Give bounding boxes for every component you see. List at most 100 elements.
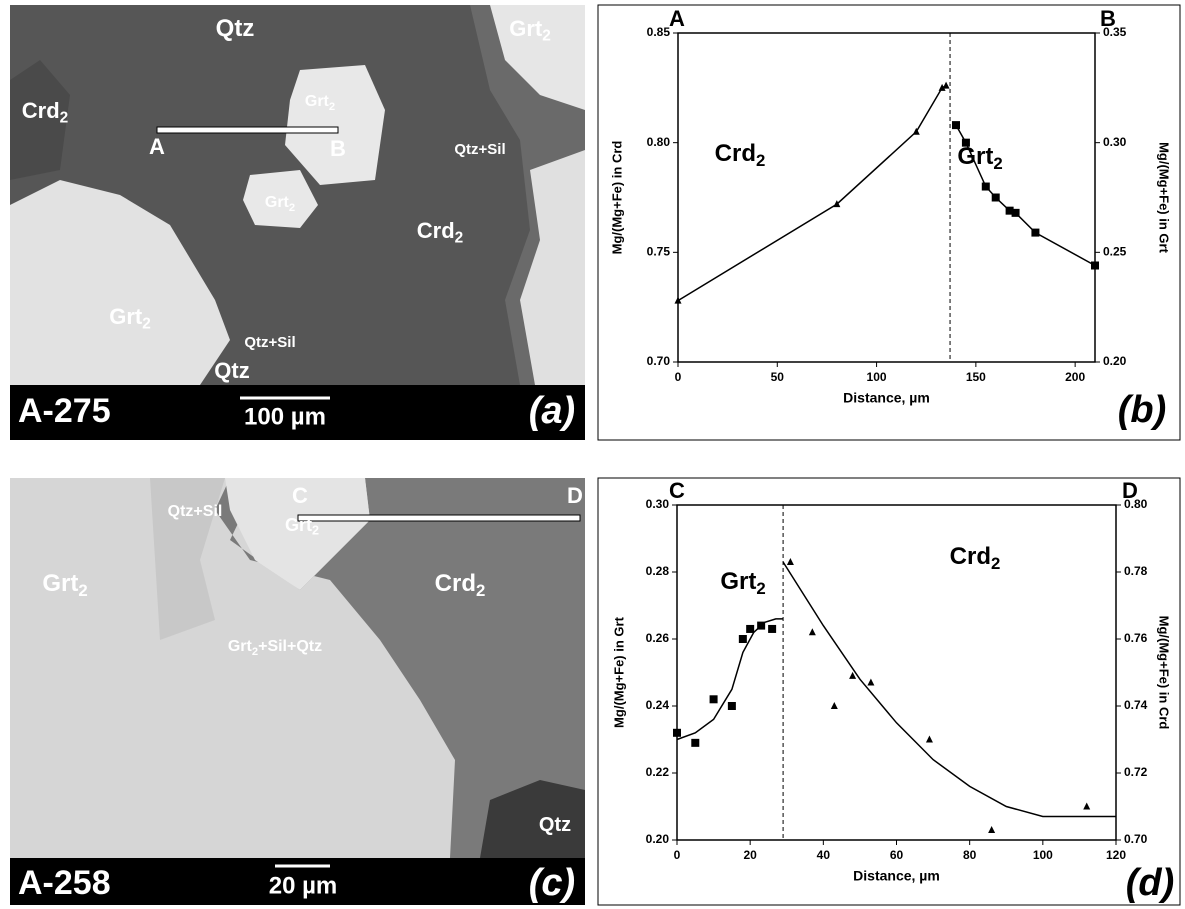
annotation-text: Crd bbox=[715, 140, 756, 167]
square-marker bbox=[691, 739, 699, 747]
annotation-text: Crd bbox=[950, 543, 991, 570]
annotation-subscript: 2 bbox=[756, 152, 765, 171]
y2-tick-label: 0.25 bbox=[1103, 245, 1127, 259]
annotation: Crd2 bbox=[715, 140, 766, 170]
annotation-subscript: 2 bbox=[289, 202, 295, 214]
x-tick-label: 20 bbox=[743, 848, 757, 862]
annotation-subscript: 2 bbox=[78, 582, 87, 601]
square-marker bbox=[710, 695, 718, 703]
annotation-text: Qtz bbox=[216, 15, 255, 42]
annotation-subscript: 2 bbox=[455, 230, 464, 247]
y-tick-label: 0.85 bbox=[647, 25, 671, 39]
y-tick-label: 0.26 bbox=[646, 631, 670, 645]
y2-tick-label: 0.74 bbox=[1124, 698, 1148, 712]
annotation-subscript: 2 bbox=[329, 101, 335, 113]
triangle-marker bbox=[867, 679, 874, 686]
annotation-subscript: 2 bbox=[542, 28, 551, 45]
triangle-marker bbox=[809, 628, 816, 635]
plot-frame bbox=[678, 33, 1095, 362]
annotation: Qtz bbox=[216, 15, 255, 42]
annotation-subscript: 2 bbox=[60, 110, 69, 127]
annotation-subscript: 2 bbox=[312, 524, 319, 538]
square-marker bbox=[992, 194, 1000, 202]
triangle-marker bbox=[1083, 803, 1090, 810]
annotation-text: Crd bbox=[435, 570, 476, 597]
annotation-text: Grt bbox=[509, 16, 543, 41]
annotation-subscript: 2 bbox=[476, 582, 485, 601]
x-axis-title: Distance, µm bbox=[853, 868, 940, 884]
panel-frame bbox=[598, 5, 1180, 440]
x-axis-title: Distance, µm bbox=[843, 390, 930, 406]
y-tick-label: 0.28 bbox=[646, 564, 670, 578]
x-tick-label: 50 bbox=[771, 370, 785, 384]
profile-end-label: C bbox=[669, 478, 685, 503]
scale-bar-label: 20 µm bbox=[269, 872, 338, 899]
y2-tick-label: 0.30 bbox=[1103, 135, 1127, 149]
annotation: Qtz+Sil bbox=[168, 503, 223, 520]
annotation: Crd2 bbox=[950, 543, 1001, 573]
annotation-text: +Sil+Qtz bbox=[258, 638, 322, 655]
figure: QtzGrt2Crd2Grt2Qtz+SilGrt2Crd2Grt2Qtz+Si… bbox=[0, 0, 1185, 909]
x-tick-label: 60 bbox=[890, 848, 904, 862]
profile-end-label: D bbox=[567, 483, 583, 508]
x-tick-label: 0 bbox=[674, 848, 681, 862]
triangle-marker bbox=[675, 297, 682, 304]
profile-line bbox=[157, 127, 338, 133]
profile-line bbox=[298, 515, 580, 521]
x-tick-label: 40 bbox=[817, 848, 831, 862]
sample-id: A-275 bbox=[18, 392, 111, 430]
y2-tick-label: 0.70 bbox=[1124, 832, 1148, 846]
x-tick-label: 100 bbox=[1033, 848, 1053, 862]
annotation: Grt2+Sil+Qtz bbox=[228, 638, 322, 658]
sample-id: A-258 bbox=[18, 864, 111, 902]
y2-tick-label: 0.72 bbox=[1124, 765, 1148, 779]
annotation-text: Grt bbox=[109, 304, 143, 329]
annotation-subscript: 2 bbox=[991, 555, 1000, 574]
profile-end-label: B bbox=[330, 136, 346, 161]
annotation-text: Crd bbox=[417, 218, 455, 243]
y2-tick-label: 0.76 bbox=[1124, 631, 1148, 645]
y-tick-label: 0.70 bbox=[647, 354, 671, 368]
annotation-text: Grt bbox=[957, 143, 993, 170]
annotation: Qtz+Sil bbox=[454, 141, 505, 158]
profile-end-label: A bbox=[149, 134, 165, 159]
y-tick-label: 0.22 bbox=[646, 765, 670, 779]
series-line bbox=[783, 562, 1116, 817]
panel-label: (b) bbox=[1118, 389, 1167, 431]
annotation: Grt2 bbox=[957, 143, 1002, 173]
annotation-text: Grt bbox=[720, 568, 756, 595]
annotation-text: Grt bbox=[285, 515, 312, 535]
annotation-text: Qtz+Sil bbox=[168, 503, 223, 520]
x-tick-label: 200 bbox=[1065, 370, 1085, 384]
panel-label: (a) bbox=[529, 390, 575, 432]
panel-label: (c) bbox=[529, 862, 575, 904]
annotation-text: Crd bbox=[22, 98, 60, 123]
x-tick-label: 80 bbox=[963, 848, 977, 862]
scale-bar-label: 100 µm bbox=[244, 403, 326, 430]
annotation-text: Grt bbox=[42, 570, 78, 597]
profile-end-label: C bbox=[292, 483, 308, 508]
square-marker bbox=[1091, 261, 1099, 269]
square-marker bbox=[673, 729, 681, 737]
x-tick-label: 100 bbox=[867, 370, 887, 384]
x-tick-label: 0 bbox=[675, 370, 682, 384]
square-marker bbox=[952, 121, 960, 129]
y-tick-label: 0.75 bbox=[647, 245, 671, 259]
square-marker bbox=[1031, 229, 1039, 237]
square-marker bbox=[982, 183, 990, 191]
profile-end-label: D bbox=[1122, 478, 1138, 503]
x-tick-label: 120 bbox=[1106, 848, 1126, 862]
annotation: Qtz+Sil bbox=[244, 334, 295, 351]
y2-tick-label: 0.78 bbox=[1124, 564, 1148, 578]
annotation-text: Qtz+Sil bbox=[454, 141, 505, 158]
y2-axis-title: Mg/(Mg+Fe) in Grt bbox=[1157, 142, 1172, 254]
y2-axis-title: Mg/(Mg+Fe) in Crd bbox=[1157, 616, 1172, 730]
triangle-marker bbox=[988, 826, 995, 833]
y2-tick-label: 0.20 bbox=[1103, 354, 1127, 368]
annotation-subscript: 2 bbox=[142, 316, 151, 333]
annotation-subscript: 2 bbox=[993, 155, 1002, 174]
y-axis-title: Mg/(Mg+Fe) in Crd bbox=[609, 141, 624, 255]
annotation-text: Qtz+Sil bbox=[244, 334, 295, 351]
y-tick-label: 0.20 bbox=[646, 832, 670, 846]
annotation-text: Qtz bbox=[214, 358, 249, 383]
